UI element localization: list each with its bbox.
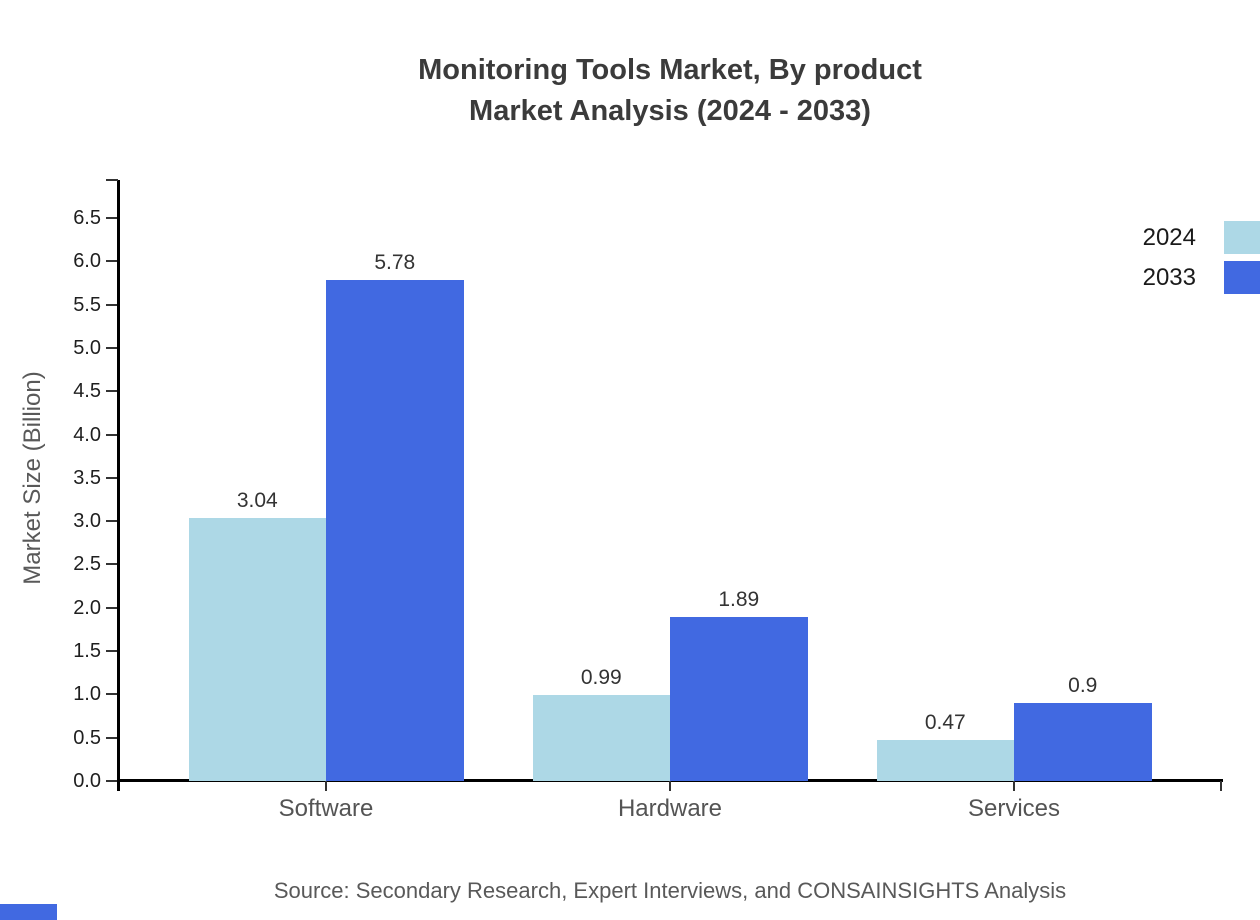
y-tick-label: 4.0 xyxy=(73,423,101,446)
bar-2033-software xyxy=(326,280,464,781)
bottom-left-accent-bar xyxy=(0,904,57,920)
bar-2024-software xyxy=(188,517,326,781)
x-axis-right-cap xyxy=(1220,781,1222,791)
y-tick-mark xyxy=(106,260,118,263)
y-tick-mark xyxy=(106,217,118,219)
y-tick-mark xyxy=(106,650,118,653)
chart-title-line1: Monitoring Tools Market, By product xyxy=(418,54,922,86)
category-label-hardware: Hardware xyxy=(617,795,723,822)
value-label-2024-services: 0.47 xyxy=(924,711,966,735)
y-tick-mark xyxy=(106,693,118,696)
y-tick-label: 3.5 xyxy=(73,466,101,489)
source-attribution: Source: Secondary Research, Expert Inter… xyxy=(273,878,1067,903)
y-tick-label: 5.0 xyxy=(73,336,101,359)
x-tick-mark xyxy=(1013,781,1015,791)
chart-title: Monitoring Tools Market, By product Mark… xyxy=(118,50,1222,132)
y-tick-mark xyxy=(106,563,118,566)
legend-swatch-2033 xyxy=(1224,261,1260,294)
category-label-software: Software xyxy=(278,795,374,822)
y-tick-label: 1.5 xyxy=(73,640,101,663)
y-tick-label: 6.5 xyxy=(73,207,101,229)
bar-2024-services xyxy=(876,740,1014,781)
y-tick-label: 1.0 xyxy=(73,683,101,706)
category-label-services: Services xyxy=(967,795,1061,822)
y-axis-top-cap xyxy=(106,179,118,181)
legend-label-2033: 2033 xyxy=(1142,264,1196,291)
y-tick-mark xyxy=(106,390,118,393)
y-tick-mark xyxy=(106,433,118,436)
y-tick-label: 6.0 xyxy=(73,250,101,273)
x-tick-mark xyxy=(669,781,671,791)
chart-title-line2: Market Analysis (2024 - 2033) xyxy=(469,95,871,127)
value-label-2024-hardware: 0.99 xyxy=(580,666,622,690)
y-tick-label: 3.0 xyxy=(73,510,101,533)
legend-label-2024: 2024 xyxy=(1142,224,1196,251)
y-tick-label: 2.0 xyxy=(73,596,101,619)
y-tick-label: 2.5 xyxy=(73,553,101,576)
y-tick-mark xyxy=(106,520,118,523)
y-tick-mark xyxy=(106,606,118,609)
y-tick-mark xyxy=(106,346,118,349)
y-tick-label: 4.5 xyxy=(73,380,101,403)
value-label-2033-services: 0.9 xyxy=(1068,674,1098,698)
bar-2024-hardware xyxy=(532,695,670,781)
y-axis-title: Market Size (Billion) xyxy=(19,371,46,585)
y-axis-line xyxy=(117,180,120,791)
y-tick-mark xyxy=(106,303,118,306)
x-tick-mark xyxy=(325,781,327,791)
value-label-2033-hardware: 1.89 xyxy=(718,588,760,612)
legend-swatch-2024 xyxy=(1224,221,1260,254)
y-tick-label: 0.5 xyxy=(73,726,101,749)
y-tick-mark xyxy=(106,736,118,739)
bar-2033-services xyxy=(1014,703,1152,781)
y-tick-mark xyxy=(106,476,118,479)
y-tick-mark xyxy=(106,780,118,782)
value-label-2024-software: 3.04 xyxy=(236,488,278,512)
y-tick-label: 0.0 xyxy=(73,770,101,792)
value-label-2033-software: 5.78 xyxy=(374,251,416,275)
y-tick-label: 5.5 xyxy=(73,293,101,316)
bar-2033-hardware xyxy=(670,617,808,781)
